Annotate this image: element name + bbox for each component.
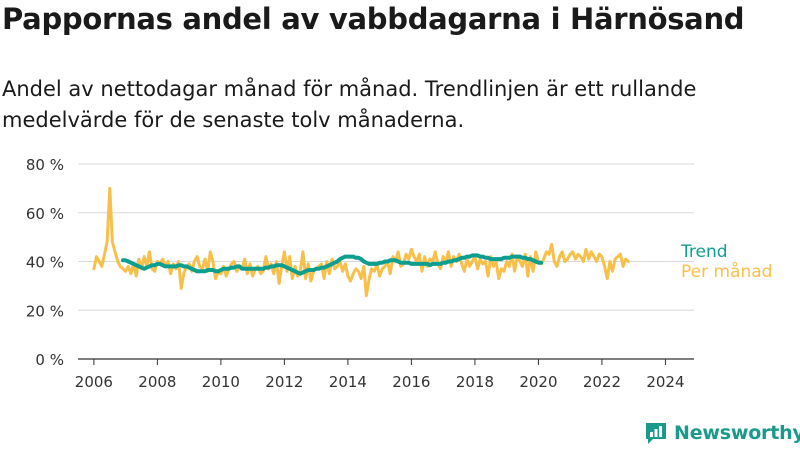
x-tick-label: 2008 — [138, 373, 176, 391]
chart-subtitle: Andel av nettodagar månad för månad. Tre… — [2, 77, 697, 132]
line-chart: 0 % 20 % 40 % 60 % 80 % 2006 2008 2010 2012 2014… — [26, 156, 773, 391]
x-tick-label: 2018 — [456, 373, 494, 391]
page-title: Pappornas andel av vabbdagarna i Härnösa… — [2, 2, 745, 36]
legend-label-trend: Trend — [680, 242, 728, 262]
brand-name: Newsworthy — [674, 422, 800, 444]
x-tick-label: 2024 — [646, 373, 684, 391]
newsworthy-logo-icon — [646, 423, 666, 444]
y-tick-label: 60 % — [26, 205, 64, 223]
x-tick-label: 2014 — [329, 373, 367, 391]
y-tick-label: 0 % — [35, 351, 64, 369]
y-axis-ticks: 0 % 20 % 40 % 60 % 80 % — [26, 156, 64, 369]
legend: Trend Per månad — [680, 242, 772, 282]
x-tick-label: 2010 — [202, 373, 240, 391]
x-axis-ticks: 2006 2008 2010 2012 2014 2016 2018 2020 2022 2024 — [75, 359, 685, 391]
y-tick-label: 40 % — [26, 254, 64, 272]
series-lines — [92, 186, 630, 298]
legend-label-monthly: Per månad — [681, 261, 772, 282]
y-tick-label: 20 % — [26, 302, 64, 320]
x-tick-label: 2012 — [265, 373, 303, 391]
x-tick-label: 2022 — [583, 373, 621, 391]
x-tick-label: 2006 — [75, 373, 113, 391]
brand-logo: Newsworthy — [644, 420, 800, 446]
x-tick-label: 2020 — [519, 373, 557, 391]
grid-lines — [78, 163, 694, 360]
x-tick-label: 2016 — [392, 373, 430, 391]
y-tick-label: 80 % — [26, 156, 64, 174]
series-line-trend — [121, 253, 544, 276]
series-line-per-manad — [92, 186, 630, 298]
